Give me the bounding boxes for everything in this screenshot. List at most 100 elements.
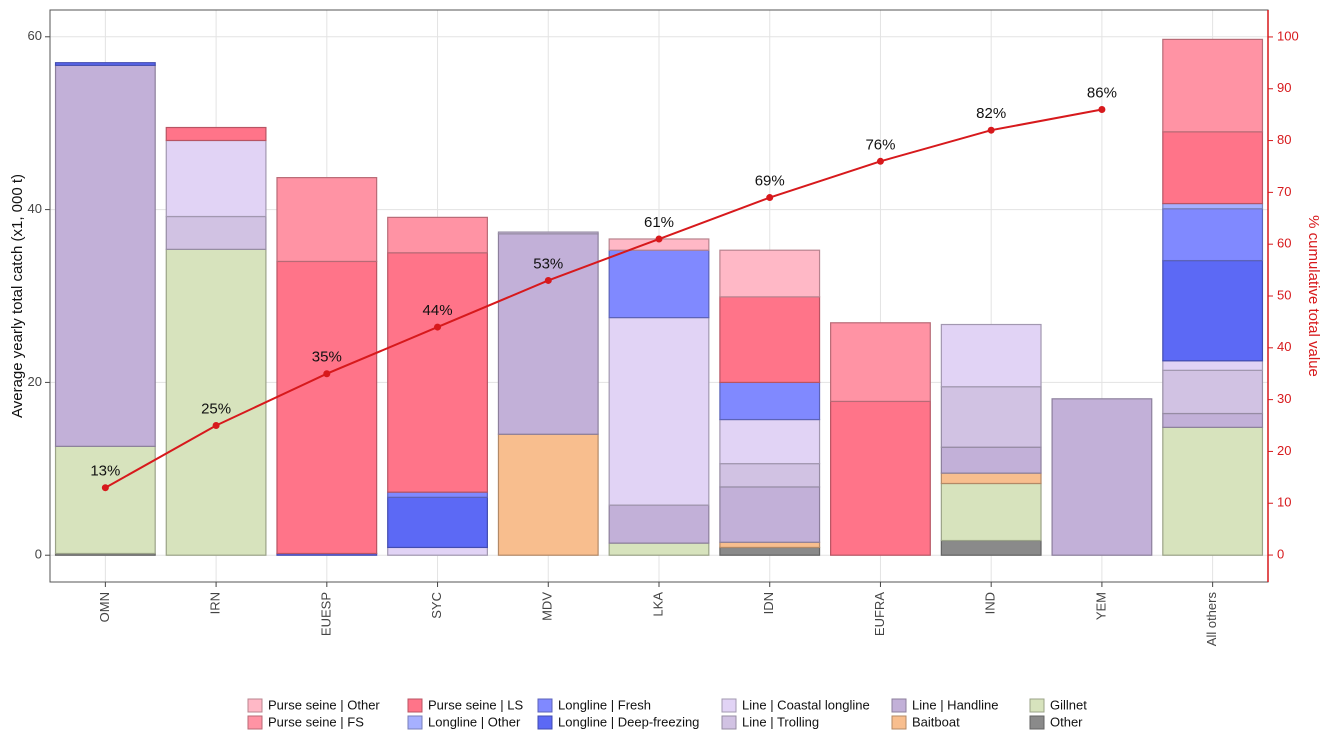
bar-segment [387, 252, 488, 493]
bar-segment [608, 249, 710, 319]
x-tick-label: IDN [761, 592, 776, 614]
x-tick-label: YEM [1093, 592, 1108, 620]
cumulative-point [544, 276, 552, 284]
bar-segment [165, 248, 267, 556]
bar-segment [608, 542, 710, 556]
bar-segment [940, 446, 1042, 474]
cumulative-point [101, 484, 109, 492]
bar-segment [719, 418, 821, 465]
bar-segment [719, 296, 821, 384]
legend-swatch [407, 698, 423, 713]
cumulative-label: 25% [201, 400, 231, 417]
x-tick-label: MDV [540, 592, 555, 621]
bar-segment [1162, 202, 1264, 210]
bar-segment [54, 62, 156, 66]
legend-swatch [1029, 698, 1045, 713]
legend-label: Longline | Fresh [558, 697, 651, 712]
bar-segment [1162, 360, 1264, 371]
legend-label: Purse seine | LS [428, 697, 523, 712]
legend-label: Purse seine | Other [268, 697, 380, 712]
bar-segment [719, 463, 821, 488]
x-tick-label: EUESP [318, 592, 333, 636]
cumulative-point [987, 126, 995, 134]
bar-segment [608, 317, 710, 506]
legend-label: Baitboat [912, 714, 960, 729]
bar-segment [165, 215, 267, 250]
bar-segment [276, 177, 378, 263]
bar-segment [1162, 131, 1264, 205]
x-tick-label: OMN [97, 592, 112, 622]
bar-segment [830, 322, 931, 403]
bar-segment [165, 139, 267, 218]
bar-segment [1162, 259, 1264, 362]
bar-segment [387, 546, 488, 556]
y2-tick-label: 90 [1277, 80, 1291, 95]
y-tick-label: 40 [28, 201, 42, 216]
legend-label: Gillnet [1050, 697, 1087, 712]
y-axis-label: Average yearly total catch (x1, 000 t) [9, 174, 26, 418]
cumulative-label: 76% [865, 136, 895, 153]
legend-label: Line | Coastal longline [742, 697, 870, 712]
bar-segment [497, 433, 599, 556]
cumulative-label: 53% [533, 255, 563, 272]
cumulative-label: 69% [755, 173, 785, 190]
y2-tick-label: 40 [1277, 339, 1291, 354]
bar-segment [1162, 412, 1264, 428]
bar-segment [1162, 426, 1264, 556]
y2-tick-label: 70 [1277, 184, 1291, 199]
bar-segment [719, 249, 821, 298]
cumulative-point [434, 323, 442, 331]
y-tick-label: 60 [28, 28, 42, 43]
legend-label: Longline | Deep-freezing [558, 714, 699, 729]
legend-swatch [891, 715, 907, 730]
bar-segment [608, 504, 710, 544]
y2-axis-label: % cumulative total value [1305, 215, 1322, 377]
bar-segment [940, 323, 1042, 388]
cumulative-point [323, 370, 331, 378]
cumulative-point [1098, 105, 1106, 113]
y2-tick-label: 60 [1277, 236, 1291, 251]
y2-tick-label: 30 [1277, 391, 1291, 406]
legend-swatch [537, 698, 553, 713]
bar-segment [54, 64, 156, 447]
cumulative-label: 61% [644, 214, 674, 231]
x-tick-label: All others [1204, 592, 1219, 647]
bar-segment [719, 381, 821, 421]
legend-label: Line | Trolling [742, 714, 819, 729]
legend-swatch [537, 715, 553, 730]
bar-segment [830, 400, 931, 556]
bar-segment [1162, 369, 1264, 415]
legend-label: Purse seine | FS [268, 714, 364, 729]
legend-swatch [247, 715, 263, 730]
bar-segment [940, 386, 1042, 448]
y2-tick-label: 20 [1277, 443, 1291, 458]
x-tick-label: EUFRA [872, 592, 887, 636]
y-tick-label: 0 [35, 547, 42, 562]
bar-segment [1162, 38, 1264, 133]
cumulative-point [876, 157, 884, 165]
bar-segment [719, 546, 821, 556]
bar-segment [940, 482, 1042, 542]
bar-segment [719, 541, 821, 549]
bar-segment [387, 216, 488, 254]
x-tick-label: IND [983, 592, 998, 614]
y2-tick-label: 0 [1277, 546, 1284, 561]
cumulative-label: 86% [1087, 84, 1117, 101]
legend-swatch [407, 715, 423, 730]
y2-tick-label: 10 [1277, 495, 1291, 510]
cumulative-label: 13% [90, 463, 120, 480]
legend-swatch [891, 698, 907, 713]
y2-tick-label: 50 [1277, 287, 1291, 302]
bar-segment [719, 486, 821, 543]
cumulative-label: 82% [976, 105, 1006, 122]
cumulative-point [212, 422, 220, 430]
cumulative-point [766, 194, 774, 202]
cumulative-line [104, 108, 1103, 489]
bar-segment [165, 126, 267, 142]
x-tick-label: SYC [429, 592, 444, 619]
bar-segment [387, 496, 488, 549]
bar-segment [387, 491, 488, 498]
legend-swatch [721, 698, 737, 713]
bar-segment [1051, 398, 1153, 556]
legend-swatch [247, 698, 263, 713]
